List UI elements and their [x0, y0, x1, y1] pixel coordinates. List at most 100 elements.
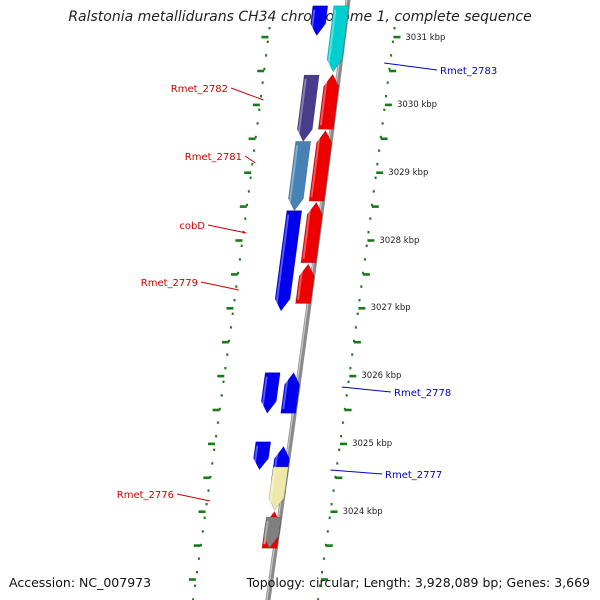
- minor-tick: [363, 258, 366, 261]
- minor-tick: [374, 176, 377, 179]
- minor-tick: [356, 312, 359, 315]
- minor-tick: [351, 353, 354, 356]
- major-tick: [362, 273, 370, 276]
- major-tick: [188, 578, 196, 581]
- minor-tick: [249, 176, 252, 179]
- feature-shade: [302, 206, 312, 259]
- feature-shade: [263, 520, 269, 545]
- minor-tick: [365, 244, 368, 247]
- gene-feature: [295, 263, 315, 304]
- major-tick: [358, 307, 366, 310]
- minor-tick: [349, 367, 352, 370]
- tick-track: [188, 27, 401, 600]
- major-tick: [198, 510, 206, 513]
- gene-label-right: Rmet_2777: [385, 470, 442, 481]
- gene-label-left: Rmet_2782: [171, 84, 228, 95]
- minor-tick: [321, 571, 323, 574]
- minor-tick: [345, 394, 348, 397]
- gene-feature: [310, 5, 329, 37]
- gene-feature: [260, 372, 281, 414]
- feature-shade: [275, 214, 290, 308]
- gene-feature: [268, 466, 289, 511]
- gene-labels: Rmet_2782 Rmet_2781 cobD Rmet_2779 Rmet_2776…: [117, 62, 497, 502]
- minor-tick: [216, 421, 219, 424]
- gene-label-right: Rmet_2778: [394, 388, 451, 399]
- minor-tick: [237, 271, 240, 275]
- minor-tick: [213, 448, 216, 451]
- minor-tick: [360, 285, 363, 288]
- minor-tick: [261, 81, 264, 84]
- minor-tick: [246, 203, 248, 207]
- minor-tick: [201, 530, 204, 533]
- minor-tick: [228, 339, 230, 343]
- scale-label: 3029 kbp: [388, 168, 428, 178]
- gene-label-left: Rmet_2776: [117, 490, 174, 501]
- accession-text: Accession: NC_007973: [9, 575, 152, 590]
- major-tick: [230, 273, 238, 276]
- minor-tick: [199, 543, 202, 547]
- topology-text: Topology: circular; Length: 3,928,089 bp…: [246, 575, 590, 590]
- scale-label: 3028 kbp: [379, 236, 419, 246]
- minor-tick: [268, 27, 271, 30]
- minor-tick: [381, 122, 384, 125]
- feature-shade: [297, 267, 304, 300]
- major-tick: [371, 205, 379, 208]
- minor-tick: [209, 475, 212, 479]
- minor-tick: [322, 557, 325, 560]
- minor-tick: [385, 95, 387, 98]
- major-tick: [367, 239, 375, 242]
- minor-tick: [192, 598, 195, 600]
- feature-shade: [310, 9, 316, 32]
- feature-shade: [288, 145, 299, 207]
- minor-tick: [391, 40, 394, 43]
- minor-tick: [265, 54, 268, 57]
- gene-feature: [308, 130, 332, 202]
- minor-tick: [215, 435, 218, 438]
- major-tick: [203, 476, 211, 480]
- minor-tick: [196, 571, 198, 574]
- minor-tick: [218, 407, 221, 411]
- minor-tick: [326, 530, 329, 533]
- major-tick: [252, 103, 260, 107]
- minor-tick: [340, 435, 343, 438]
- minor-tick: [251, 163, 254, 166]
- minor-tick: [224, 367, 227, 370]
- major-tick: [325, 544, 333, 547]
- major-tick: [320, 578, 328, 581]
- major-tick: [344, 408, 352, 412]
- feature-shade: [261, 376, 268, 410]
- gene-feature: [288, 141, 312, 212]
- major-tick: [208, 442, 215, 446]
- minor-tick: [235, 285, 238, 288]
- gene-label-leader: [176, 493, 211, 502]
- major-tick: [248, 137, 256, 141]
- feature-shade: [268, 470, 276, 507]
- gene-label-leader: [200, 281, 239, 291]
- minor-tick: [220, 394, 223, 397]
- minor-tick: [332, 489, 335, 492]
- gene-label-right: Rmet_2783: [440, 66, 497, 77]
- gene-label-left: Rmet_2781: [185, 152, 242, 163]
- major-tick: [380, 137, 388, 141]
- minor-tick: [369, 217, 372, 220]
- minor-tick: [238, 258, 241, 261]
- scale-label: 3027 kbp: [371, 303, 411, 313]
- minor-tick: [358, 299, 361, 302]
- minor-tick: [319, 584, 322, 587]
- minor-tick: [258, 108, 261, 111]
- major-tick: [217, 374, 225, 378]
- major-tick: [212, 408, 220, 412]
- major-tick: [393, 35, 401, 39]
- minor-tick: [253, 149, 256, 152]
- scale-label: 3030 kbp: [397, 100, 437, 110]
- scale-label: 3024 kbp: [343, 507, 383, 517]
- gene-label-leader: [230, 87, 264, 101]
- minor-tick: [328, 516, 331, 519]
- feature-track: [253, 5, 350, 549]
- minor-tick: [254, 135, 257, 139]
- minor-tick: [386, 81, 389, 84]
- minor-tick: [341, 421, 344, 424]
- gene-label-leader: [341, 386, 392, 393]
- gene-label-leader: [384, 62, 438, 71]
- minor-tick: [336, 462, 339, 465]
